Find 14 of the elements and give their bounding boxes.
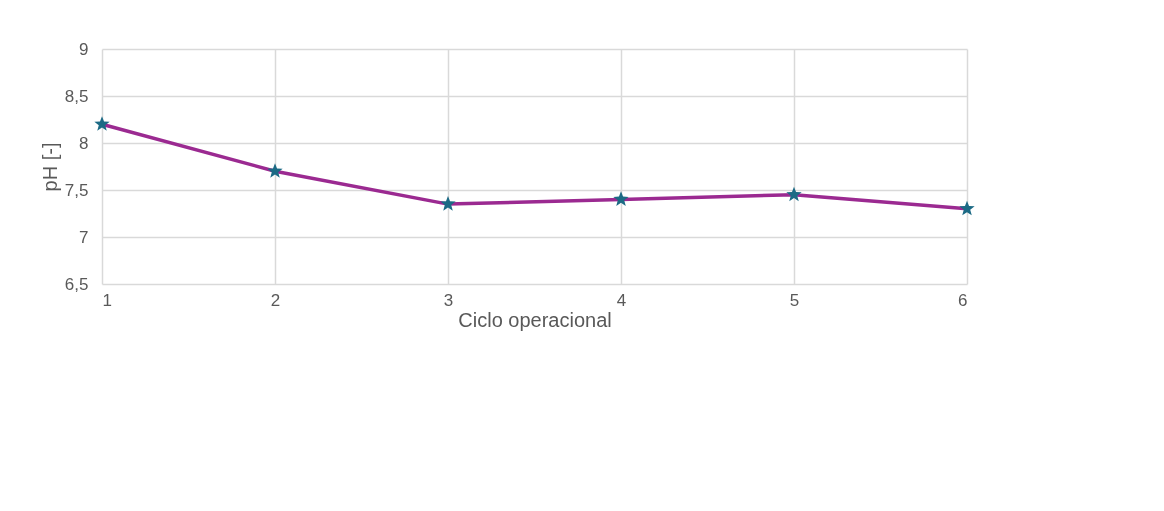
y-tick-label: 9 (79, 39, 89, 59)
x-tick-label: 4 (616, 290, 627, 310)
x-axis-title: Ciclo operacional (458, 308, 612, 331)
y-tick-label: 7,5 (64, 180, 89, 200)
y-tick-label: 6,5 (64, 274, 89, 294)
y-tick-label: 8,5 (64, 86, 89, 106)
x-tick-label: 1 (102, 290, 112, 310)
y-tick-label: 8 (79, 133, 89, 153)
x-tick-label: 2 (270, 290, 281, 310)
x-tick-label: 5 (789, 290, 800, 310)
y-tick-label: 7 (79, 227, 89, 247)
x-tick-label: 6 (958, 290, 968, 310)
y-axis-title: pH [-] (38, 142, 61, 192)
x-tick-label: 3 (443, 290, 454, 310)
